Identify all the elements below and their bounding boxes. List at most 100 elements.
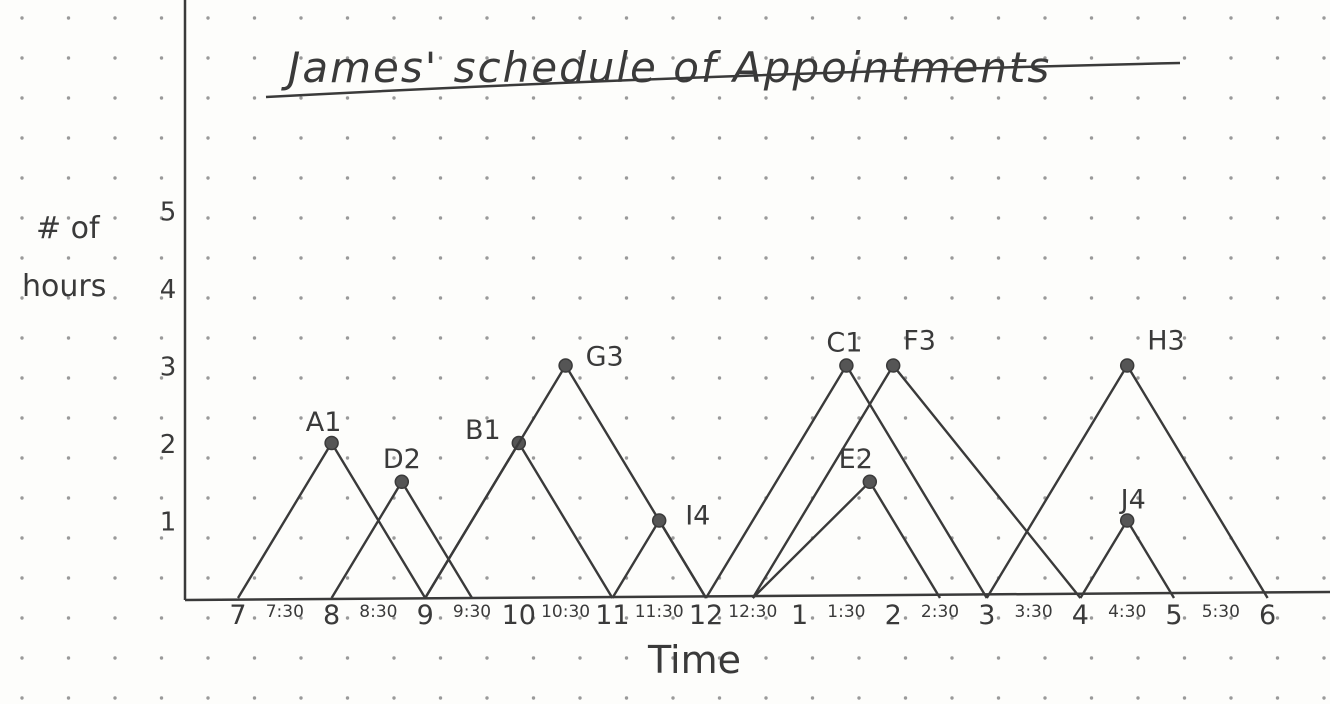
grid-dot xyxy=(1136,496,1140,500)
grid-dot xyxy=(1089,256,1094,260)
grid-dot xyxy=(1229,296,1233,300)
grid-dot xyxy=(345,336,350,340)
grid-dot xyxy=(810,456,815,460)
x-tick-label: 12 xyxy=(689,600,723,631)
grid-dot xyxy=(485,176,489,180)
grid-dot xyxy=(345,656,350,660)
grid-dot xyxy=(1275,56,1280,60)
grid-dot xyxy=(299,256,303,260)
series-line-c1 xyxy=(704,364,988,599)
grid-dot xyxy=(857,536,861,540)
grid-dot xyxy=(1229,136,1233,140)
grid-dot xyxy=(66,496,71,500)
grid-dot xyxy=(345,616,350,620)
grid-dot xyxy=(717,656,722,660)
grid-dot xyxy=(1229,56,1233,60)
grid-dot xyxy=(485,696,489,700)
grid-dot xyxy=(1322,96,1326,100)
grid-dot xyxy=(996,16,1001,20)
series-label-i4: I4 xyxy=(685,501,710,532)
grid-dot xyxy=(996,256,1001,260)
grid-dot xyxy=(113,216,117,220)
grid-dot xyxy=(624,136,629,140)
grid-dot xyxy=(624,496,629,500)
grid-dot xyxy=(392,336,396,340)
grid-dot xyxy=(764,16,768,20)
grid-dot xyxy=(857,176,861,180)
grid-dot xyxy=(578,696,582,700)
grid-dot xyxy=(1275,216,1280,220)
grid-dot xyxy=(1043,416,1047,420)
grid-dot xyxy=(20,576,24,580)
grid-dot xyxy=(1182,416,1187,420)
grid-dot xyxy=(345,496,350,500)
grid-dot xyxy=(903,56,908,60)
grid-dot xyxy=(392,376,396,380)
grid-dot xyxy=(671,216,675,220)
grid-dot xyxy=(1182,656,1187,660)
grid-dot xyxy=(903,456,908,460)
grid-dot xyxy=(717,376,722,380)
grid-dot xyxy=(950,176,954,180)
grid-dot xyxy=(299,616,303,620)
grid-dot xyxy=(1043,536,1047,540)
grid-dot xyxy=(66,576,71,580)
grid-dot xyxy=(531,216,536,220)
series-line-g3 xyxy=(424,364,708,599)
grid-dot xyxy=(1275,256,1280,260)
grid-dot xyxy=(671,536,675,540)
grid-dot xyxy=(1182,216,1187,220)
grid-dot xyxy=(578,336,582,340)
grid-dot xyxy=(159,96,164,100)
grid-dot xyxy=(20,16,24,20)
grid-dot xyxy=(531,656,536,660)
grid-dot xyxy=(438,216,443,220)
grid-dot xyxy=(392,176,396,180)
grid-dot xyxy=(159,656,164,660)
grid-dot xyxy=(485,336,489,340)
grid-dot xyxy=(578,56,582,60)
grid-dot xyxy=(438,96,443,100)
grid-dot xyxy=(764,696,768,700)
grid-dot xyxy=(113,656,117,660)
grid-dot xyxy=(20,296,24,300)
grid-dot xyxy=(810,96,815,100)
grid-dot xyxy=(159,136,164,140)
y-axis-label-line-1: # of xyxy=(36,211,101,246)
grid-dot xyxy=(1043,376,1047,380)
series-layer: A1 D2 B1 G3 I4 C1 E2 F3 H3 J4 xyxy=(236,326,1269,599)
grid-dot xyxy=(810,216,815,220)
grid-dot xyxy=(857,16,861,20)
grid-dot xyxy=(345,696,350,700)
grid-dot xyxy=(857,256,861,260)
grid-dot xyxy=(1275,616,1280,620)
grid-dot xyxy=(66,296,71,300)
grid-dot xyxy=(1322,16,1326,20)
grid-dot xyxy=(578,376,582,380)
y-tick-label: 1 xyxy=(160,508,177,538)
grid-dot xyxy=(996,216,1001,220)
grid-dot xyxy=(1136,296,1140,300)
peak-point-c1 xyxy=(839,358,854,373)
grid-dot xyxy=(950,376,954,380)
grid-dot xyxy=(20,336,24,340)
x-tick-label: 11:30 xyxy=(635,602,684,622)
grid-dot xyxy=(1322,56,1326,60)
grid-dot xyxy=(66,16,71,20)
grid-dot xyxy=(1322,616,1326,620)
grid-dot xyxy=(1089,176,1094,180)
grid-dot xyxy=(1089,216,1094,220)
grid-dot xyxy=(159,336,164,340)
grid-dot xyxy=(810,56,815,60)
grid-dot xyxy=(671,16,675,20)
grid-dot xyxy=(345,216,350,220)
chart-title: James' schedule of Appointments xyxy=(281,43,1051,92)
x-tick-label: 7:30 xyxy=(266,602,304,622)
grid-dot xyxy=(206,656,210,660)
grid-dot xyxy=(764,216,768,220)
grid-dot xyxy=(345,576,350,580)
grid-dot xyxy=(857,96,861,100)
grid-dot xyxy=(717,16,722,20)
grid-dot xyxy=(438,496,443,500)
grid-dot xyxy=(66,376,71,380)
